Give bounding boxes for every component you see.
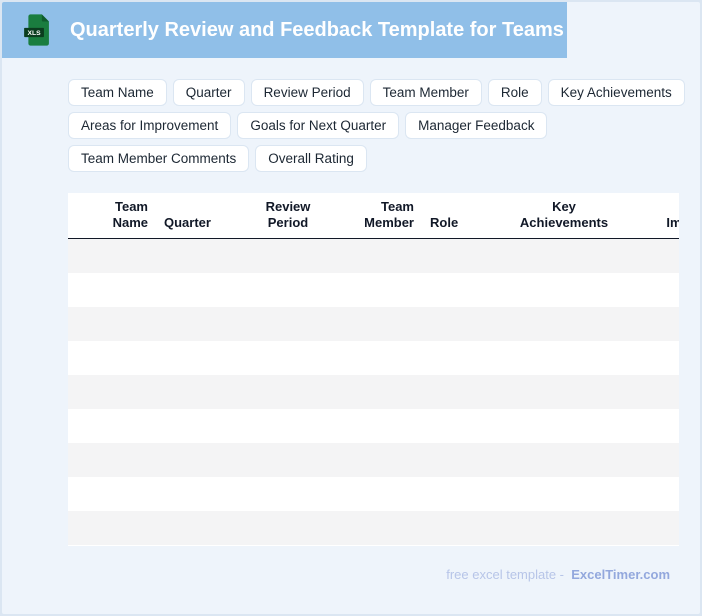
svg-text:XLS: XLS [28,30,42,37]
